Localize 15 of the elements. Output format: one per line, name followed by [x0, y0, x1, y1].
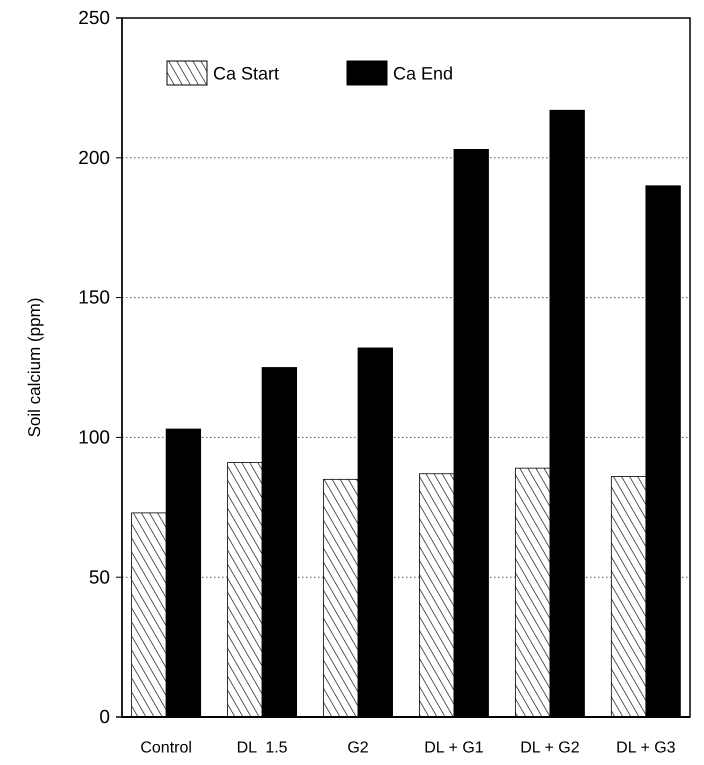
x-tick-label: DL + G2 — [520, 739, 580, 756]
x-tick-label: DL 1.5 — [236, 739, 288, 756]
legend-label: Ca Start — [213, 63, 280, 84]
legend-label: Ca End — [393, 63, 454, 84]
y-axis-title: Soil calcium (ppm) — [25, 298, 44, 438]
x-tick-label: DL + G3 — [616, 739, 676, 756]
x-tick-label: G2 — [347, 739, 369, 756]
x-tick-label: DL + G1 — [424, 739, 484, 756]
y-tick-label: 250 — [78, 8, 110, 30]
y-tick-label: 50 — [88, 567, 110, 588]
y-tick-label: 200 — [78, 148, 110, 169]
y-tick-label: 0 — [99, 707, 110, 728]
y-tick-label: 100 — [78, 427, 110, 448]
y-tick-label: 150 — [78, 288, 110, 309]
x-tick-label: Control — [140, 739, 192, 756]
